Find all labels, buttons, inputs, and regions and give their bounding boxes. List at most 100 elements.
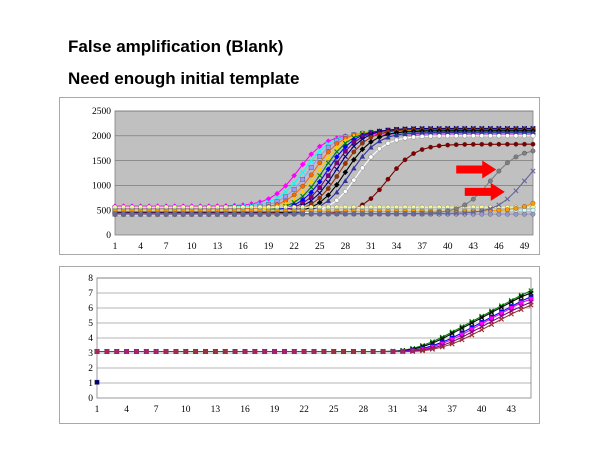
x-tick-label: 16 bbox=[240, 405, 250, 415]
data-point bbox=[223, 211, 229, 217]
data-point bbox=[496, 202, 502, 208]
y-tick-label: 8 bbox=[88, 274, 93, 284]
data-point bbox=[459, 324, 465, 330]
data-point bbox=[300, 183, 306, 189]
data-point bbox=[351, 211, 357, 217]
y-tick-label: 2 bbox=[88, 364, 93, 374]
x-tick-label: 43 bbox=[469, 242, 479, 252]
red-arrow-annotation bbox=[464, 182, 505, 201]
data-point bbox=[301, 348, 307, 355]
data-point bbox=[325, 198, 331, 203]
data-point bbox=[427, 129, 434, 135]
data-point bbox=[252, 348, 258, 355]
data-point bbox=[133, 348, 140, 355]
data-point bbox=[212, 348, 218, 355]
data-point bbox=[410, 130, 417, 136]
data-point bbox=[385, 211, 391, 217]
data-point bbox=[402, 157, 408, 163]
data-point bbox=[505, 207, 510, 213]
data-point bbox=[325, 154, 331, 160]
data-point bbox=[308, 184, 314, 190]
data-point bbox=[439, 344, 445, 350]
data-point bbox=[479, 321, 485, 327]
data-point bbox=[368, 154, 374, 160]
data-point bbox=[143, 348, 149, 355]
data-point bbox=[445, 142, 451, 148]
chart-amplification-top: 0 500 1000 1500 2000 2500 1 4 7 10 13 16 19 22 25 28 31 3… bbox=[59, 97, 540, 255]
data-point bbox=[291, 348, 297, 355]
data-point bbox=[479, 327, 485, 333]
data-point bbox=[449, 330, 455, 337]
data-point bbox=[505, 160, 510, 166]
data-point bbox=[300, 193, 306, 199]
data-point bbox=[453, 210, 459, 216]
data-point bbox=[487, 133, 493, 139]
slide-title: False amplification (Blank) bbox=[68, 37, 284, 56]
data-point bbox=[351, 143, 357, 149]
data-point bbox=[508, 311, 514, 317]
data-point bbox=[469, 332, 475, 338]
data-point bbox=[283, 194, 288, 200]
data-point bbox=[351, 165, 357, 171]
data-point bbox=[283, 211, 289, 217]
data-point bbox=[214, 211, 220, 217]
x-tick-label: 28 bbox=[341, 242, 351, 252]
data-point bbox=[334, 149, 340, 155]
data-point bbox=[518, 300, 524, 306]
data-point bbox=[530, 211, 536, 217]
data-point bbox=[402, 211, 408, 217]
data-point bbox=[334, 174, 340, 179]
data-point bbox=[359, 146, 366, 153]
y-tick-label: 1 bbox=[88, 379, 93, 389]
y-tick-label: 7 bbox=[88, 289, 93, 299]
data-point bbox=[522, 204, 527, 209]
data-point bbox=[390, 348, 396, 355]
data-point bbox=[317, 190, 323, 196]
data-point bbox=[368, 196, 374, 201]
data-point bbox=[508, 299, 514, 305]
y-tick-label: 1000 bbox=[92, 182, 111, 192]
data-point bbox=[522, 150, 527, 156]
data-point bbox=[299, 188, 306, 194]
data-point bbox=[308, 158, 314, 164]
x-tick-label: 25 bbox=[315, 242, 325, 252]
data-point bbox=[180, 211, 186, 217]
data-point bbox=[376, 138, 383, 144]
data-point bbox=[385, 140, 391, 146]
data-point bbox=[316, 143, 323, 150]
data-point bbox=[393, 211, 400, 217]
y-tick-label: 500 bbox=[97, 206, 112, 216]
data-point bbox=[479, 315, 485, 321]
data-point bbox=[291, 180, 297, 186]
data-point bbox=[231, 211, 238, 217]
data-point bbox=[513, 129, 519, 135]
x-tick-label: 22 bbox=[299, 405, 309, 415]
slide-subtitle: Need enough initial template bbox=[68, 69, 300, 88]
x-tick-label: 49 bbox=[520, 242, 530, 252]
data-point bbox=[317, 153, 323, 159]
data-point bbox=[444, 129, 451, 135]
data-point bbox=[469, 320, 475, 326]
data-point bbox=[470, 129, 476, 135]
data-point bbox=[359, 136, 365, 142]
data-point bbox=[333, 181, 340, 188]
data-point bbox=[410, 211, 417, 217]
data-point bbox=[317, 211, 323, 217]
data-point bbox=[530, 129, 536, 135]
data-point bbox=[513, 206, 519, 211]
data-point bbox=[325, 160, 331, 166]
data-point bbox=[308, 211, 314, 217]
data-point bbox=[202, 348, 209, 355]
data-point bbox=[436, 133, 442, 139]
data-point bbox=[385, 176, 391, 182]
data-point bbox=[513, 133, 519, 139]
x-tick-label: 37 bbox=[417, 242, 427, 252]
data-point bbox=[138, 211, 144, 217]
data-point bbox=[311, 348, 317, 355]
data-point bbox=[518, 306, 524, 313]
data-point bbox=[462, 202, 468, 208]
x-tick-label: 13 bbox=[213, 242, 223, 252]
data-point bbox=[360, 165, 365, 171]
data-point bbox=[342, 144, 349, 150]
data-point bbox=[499, 310, 504, 316]
